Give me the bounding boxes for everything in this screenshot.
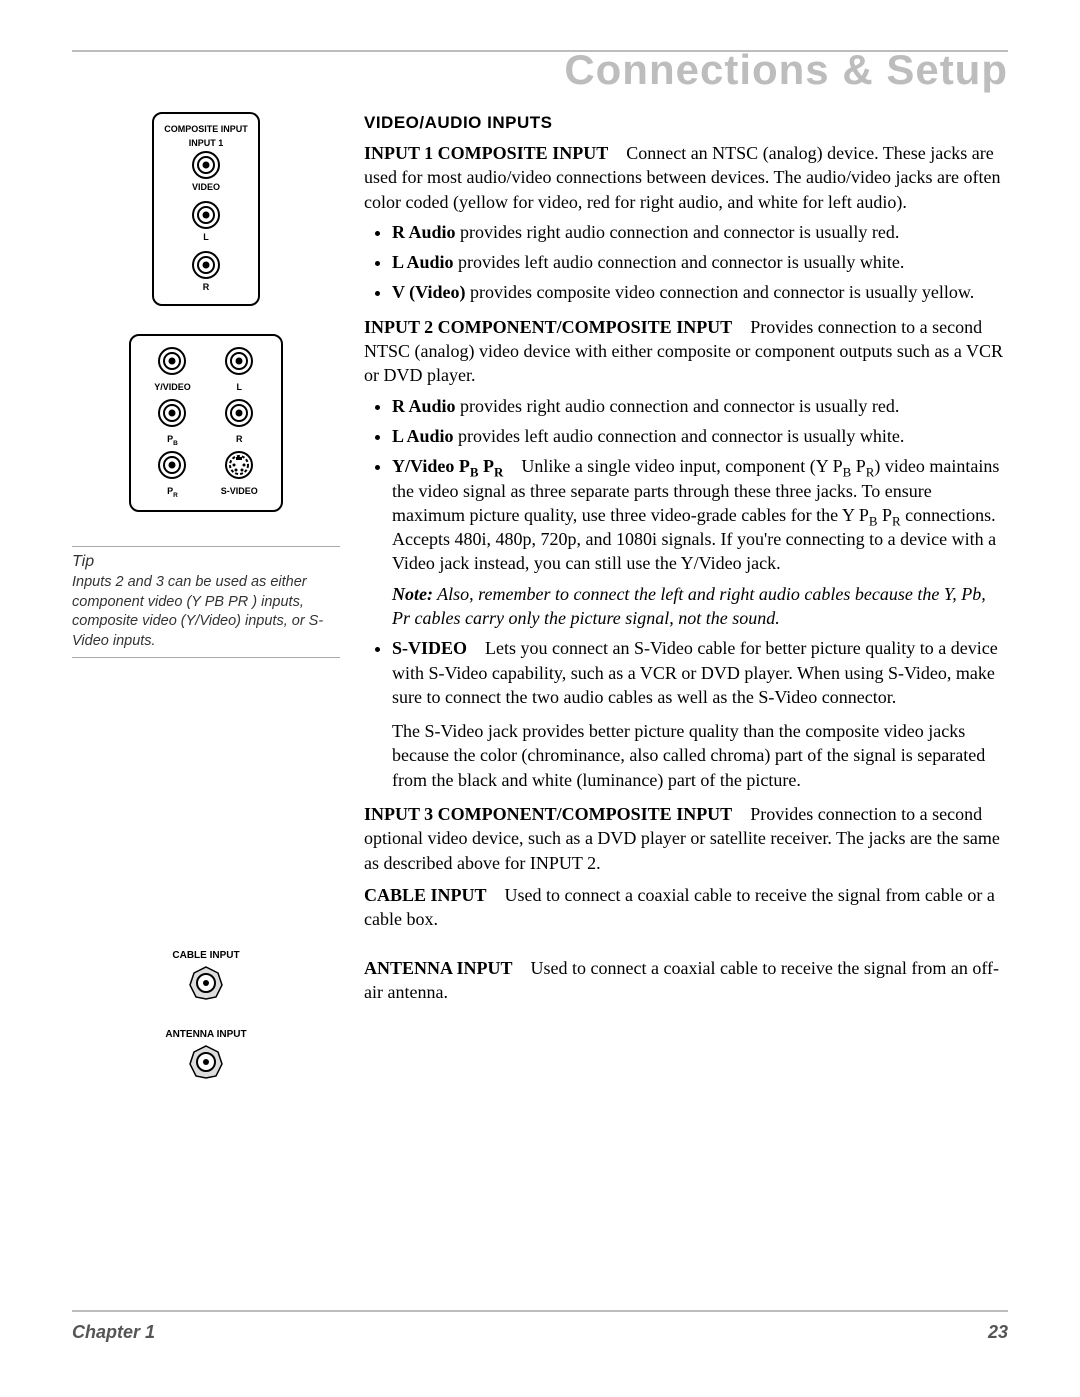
input1-bullets: R Audio provides right audio connection … [364, 220, 1008, 305]
section-heading: Video/Audio Inputs [364, 112, 1008, 135]
footer-page-number: 23 [988, 1322, 1008, 1343]
antenna-input-label: ANTENNA INPUT [165, 1029, 246, 1040]
input2-lead: INPUT 2 COMPONENT/COMPOSITE INPUT Provid… [364, 315, 1008, 388]
list-item: R Audio provides right audio connection … [392, 220, 1008, 244]
panel2-r-label: R [236, 434, 243, 444]
cable-input-diagram: CABLE INPUT [172, 950, 239, 1001]
content-area: COMPOSITE INPUT INPUT 1 VIDEO L R Y/VIDE… [72, 112, 1008, 1080]
panel1-title: COMPOSITE INPUT [164, 124, 248, 134]
panel2-svideo-label: S-VIDEO [221, 486, 258, 496]
panel2-l-label: L [237, 382, 243, 392]
tip-block: Tip Inputs 2 and 3 can be used as either… [72, 540, 340, 664]
rca-jack-icon [157, 398, 187, 428]
input3-lead: INPUT 3 COMPONENT/COMPOSITE INPUT Provid… [364, 802, 1008, 875]
list-item: V (Video) provides composite video conne… [392, 280, 1008, 304]
list-item: Y/Video PB PR Unlike a single video inpu… [392, 454, 1008, 630]
antenna-input-diagram: ANTENNA INPUT [165, 1029, 246, 1080]
panel1-l-label: L [203, 232, 209, 242]
list-item: L Audio provides left audio connection a… [392, 250, 1008, 274]
diagram-composite-input-panel: COMPOSITE INPUT INPUT 1 VIDEO L R [152, 112, 260, 306]
list-item: R Audio provides right audio connection … [392, 394, 1008, 418]
rca-jack-icon [157, 346, 187, 376]
cable-input-label: CABLE INPUT [172, 950, 239, 961]
panel2-pb-label: PB [167, 434, 178, 444]
rca-jack-icon [157, 450, 187, 480]
sidebar: COMPOSITE INPUT INPUT 1 VIDEO L R Y/VIDE… [72, 112, 340, 1080]
input2-bullets: R Audio provides right audio connection … [364, 394, 1008, 792]
rca-jack-icon [191, 150, 221, 180]
coax-jack-icon [188, 1044, 224, 1080]
list-item: L Audio provides left audio connection a… [392, 424, 1008, 448]
page-header-title: Connections & Setup [72, 46, 1008, 94]
cable-lead: CABLE INPUT Used to connect a coaxial ca… [364, 883, 1008, 932]
footer-chapter: Chapter 1 [72, 1322, 155, 1343]
panel1-input1-label: INPUT 1 [189, 138, 224, 148]
input1-lead: INPUT 1 COMPOSITE INPUT Connect an NTSC … [364, 141, 1008, 214]
list-item: S-VIDEO Lets you connect an S-Video cabl… [392, 636, 1008, 792]
rca-jack-icon [191, 200, 221, 230]
coax-jack-icon [188, 965, 224, 1001]
panel1-video-label: VIDEO [192, 182, 220, 192]
antenna-lead: ANTENNA INPUT Used to connect a coaxial … [364, 956, 1008, 1005]
tip-text: Inputs 2 and 3 can be used as either com… [72, 573, 340, 651]
panel1-r-label: R [203, 282, 210, 292]
rca-jack-icon [191, 250, 221, 280]
diagram-component-panel: Y/VIDEO L PB R PR S-VIDEO [129, 334, 283, 512]
rca-jack-icon [224, 346, 254, 376]
rca-jack-icon [224, 398, 254, 428]
svideo-jack-icon [224, 450, 254, 480]
tip-title: Tip [72, 553, 340, 571]
page-footer: Chapter 1 23 [72, 1310, 1008, 1343]
main-text: Video/Audio Inputs INPUT 1 COMPOSITE INP… [364, 112, 1008, 1010]
panel2-pr-label: PR [167, 486, 178, 496]
panel2-yvideo-label: Y/VIDEO [154, 382, 191, 392]
